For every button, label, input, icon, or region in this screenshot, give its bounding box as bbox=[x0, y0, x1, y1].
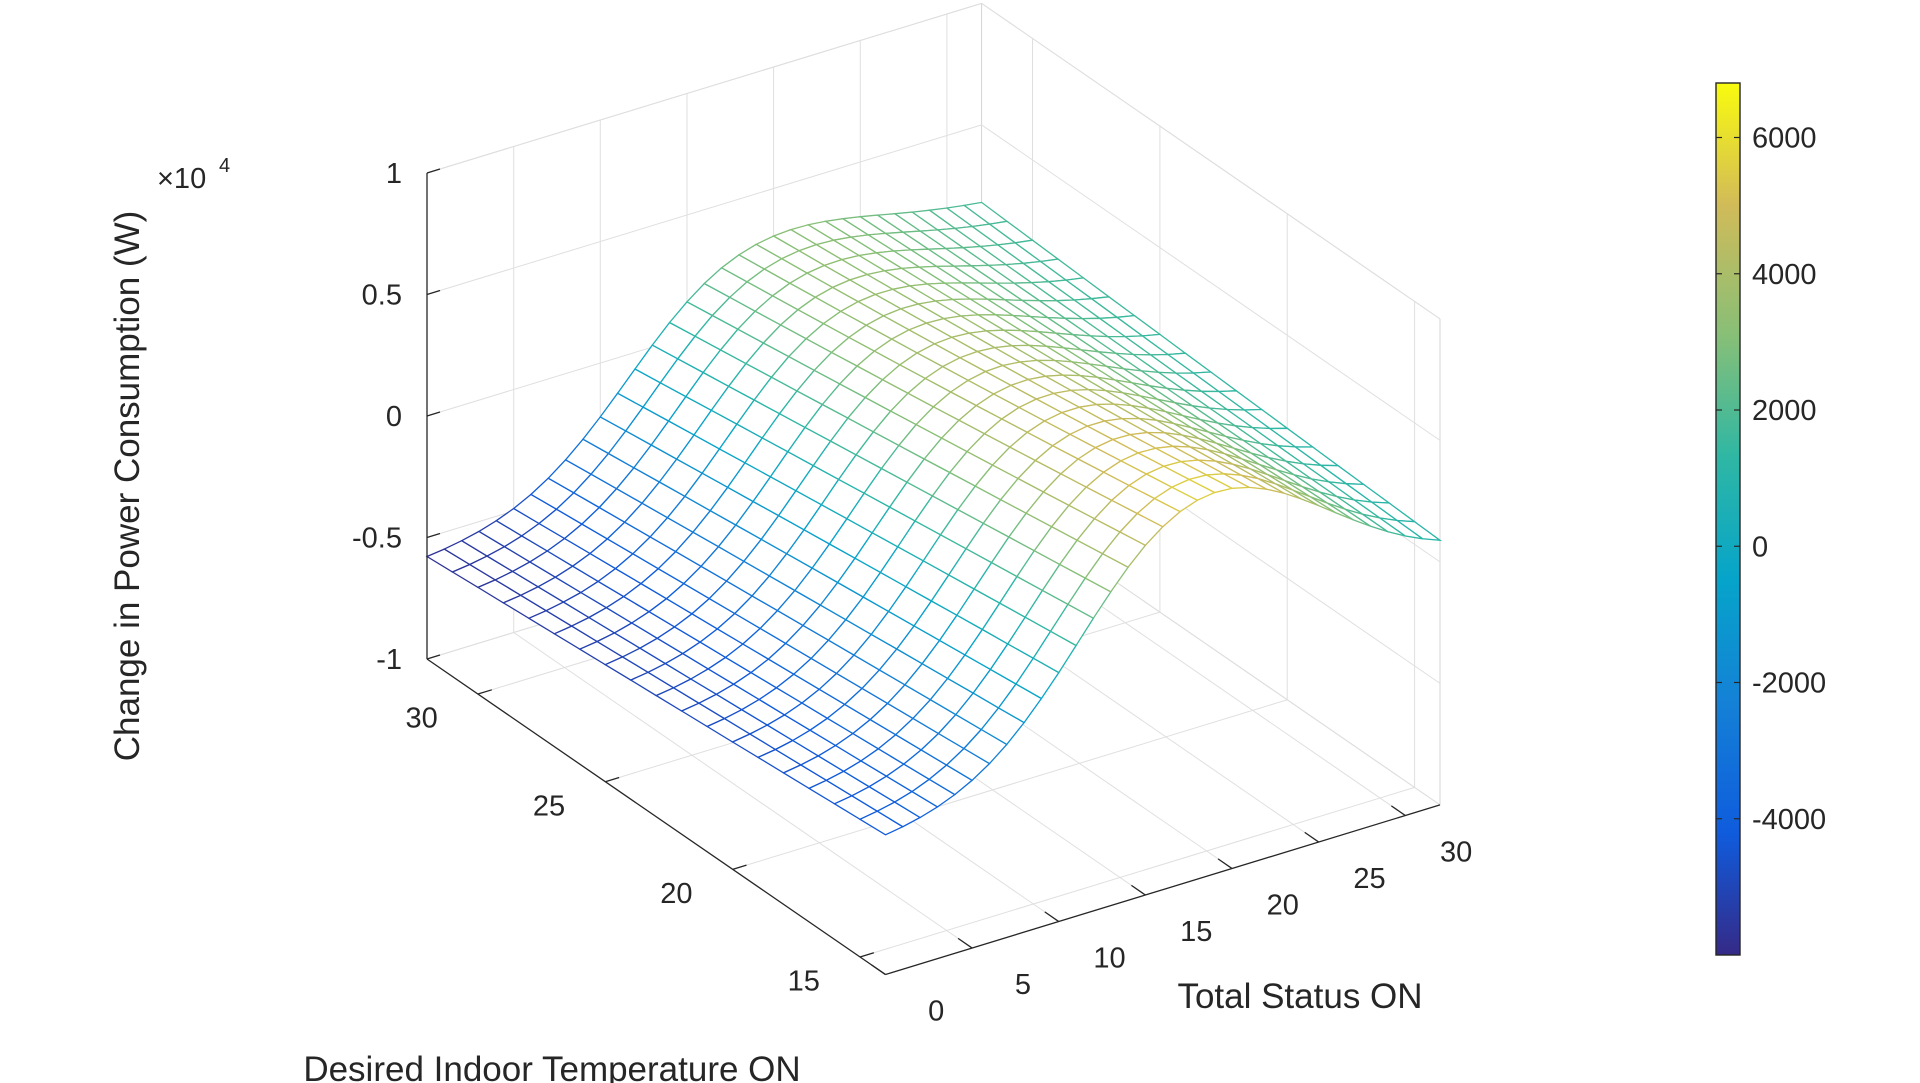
x-axis-line bbox=[885, 804, 1441, 976]
z-tick bbox=[426, 532, 441, 539]
z-exponent: ×10 4 bbox=[157, 155, 230, 195]
y-tick bbox=[732, 864, 747, 870]
colorbar-tick-label: 2000 bbox=[1752, 395, 1817, 427]
axis-lines bbox=[426, 173, 1441, 976]
y-tick bbox=[859, 952, 875, 958]
x-tick-label: 0 bbox=[928, 996, 944, 1028]
floor-gridline bbox=[732, 699, 1288, 870]
y-tick-label: 20 bbox=[660, 878, 692, 910]
x-tick bbox=[957, 937, 973, 949]
x-tick bbox=[1390, 805, 1406, 817]
z-axis-title: Change in Power Consumption (W) bbox=[108, 211, 147, 762]
wall-gridline bbox=[981, 124, 1441, 441]
x-tick-label: 30 bbox=[1440, 837, 1472, 869]
colorbar-tick-label: -4000 bbox=[1752, 804, 1826, 836]
z-tick bbox=[426, 168, 441, 174]
surface-mesh bbox=[425, 201, 1443, 836]
z-exponent-base: ×10 bbox=[157, 163, 206, 195]
z-exponent-power: 4 bbox=[219, 155, 230, 177]
x-tick bbox=[1217, 858, 1233, 870]
wall-gridline bbox=[981, 2, 1441, 320]
floor-gridline bbox=[513, 632, 973, 949]
z-tick-label: 0.5 bbox=[362, 280, 402, 312]
x-tick-label: 5 bbox=[1015, 969, 1031, 1001]
x-tick bbox=[1304, 831, 1320, 843]
floor-gridline bbox=[859, 786, 1415, 958]
y-axis-title: Desired Indoor Temperature ON bbox=[303, 1050, 800, 1083]
colorbar-bar bbox=[1715, 82, 1741, 956]
colorbar: -4000 -2000 0 2000 4000 6000 bbox=[1715, 82, 1826, 956]
z-tick bbox=[426, 289, 441, 296]
y-tick-label: 30 bbox=[406, 703, 438, 735]
x-tick bbox=[871, 964, 886, 976]
z-tick-label: 1 bbox=[386, 158, 402, 190]
colorbar-tick-label: 0 bbox=[1752, 531, 1768, 563]
colorbar-tick-label: 6000 bbox=[1752, 123, 1817, 155]
colorbar-tick-label: 4000 bbox=[1752, 259, 1817, 291]
y-tick-label: 15 bbox=[788, 966, 820, 998]
x-tick-label: 10 bbox=[1093, 943, 1125, 975]
wall-gridline bbox=[426, 2, 982, 174]
wall-gridline bbox=[426, 124, 982, 295]
z-tick-label: -0.5 bbox=[352, 523, 402, 555]
colorbar-tick-label: -2000 bbox=[1752, 668, 1826, 700]
z-tick-label: -1 bbox=[376, 644, 402, 676]
x-tick-label: 25 bbox=[1353, 863, 1385, 895]
y-tick-label: 25 bbox=[533, 790, 565, 822]
surface-cell bbox=[1394, 519, 1443, 542]
z-tick bbox=[426, 654, 441, 660]
y-tick bbox=[605, 776, 620, 783]
x-tick-label: 15 bbox=[1180, 916, 1212, 948]
x-axis-title: Total Status ON bbox=[1177, 977, 1422, 1016]
z-tick bbox=[426, 411, 441, 417]
colorbar-ticks: -4000 -2000 0 2000 4000 6000 bbox=[1716, 123, 1826, 836]
x-tick-label: 20 bbox=[1267, 890, 1299, 922]
x-tick bbox=[1131, 884, 1146, 896]
x-tick bbox=[1044, 911, 1060, 923]
y-tick bbox=[477, 689, 493, 695]
z-tick-label: 0 bbox=[386, 401, 402, 433]
y-axis-line bbox=[426, 658, 886, 976]
